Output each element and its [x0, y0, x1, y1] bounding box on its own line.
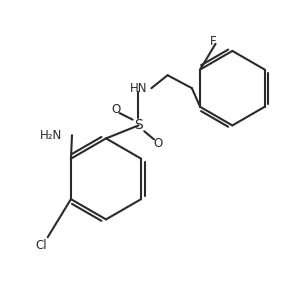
Text: H₂N: H₂N: [40, 129, 62, 142]
Text: HN: HN: [130, 82, 147, 95]
Text: S: S: [134, 118, 143, 132]
Text: O: O: [111, 103, 120, 116]
Text: F: F: [210, 35, 216, 48]
Text: O: O: [153, 137, 162, 150]
Text: Cl: Cl: [35, 239, 47, 252]
